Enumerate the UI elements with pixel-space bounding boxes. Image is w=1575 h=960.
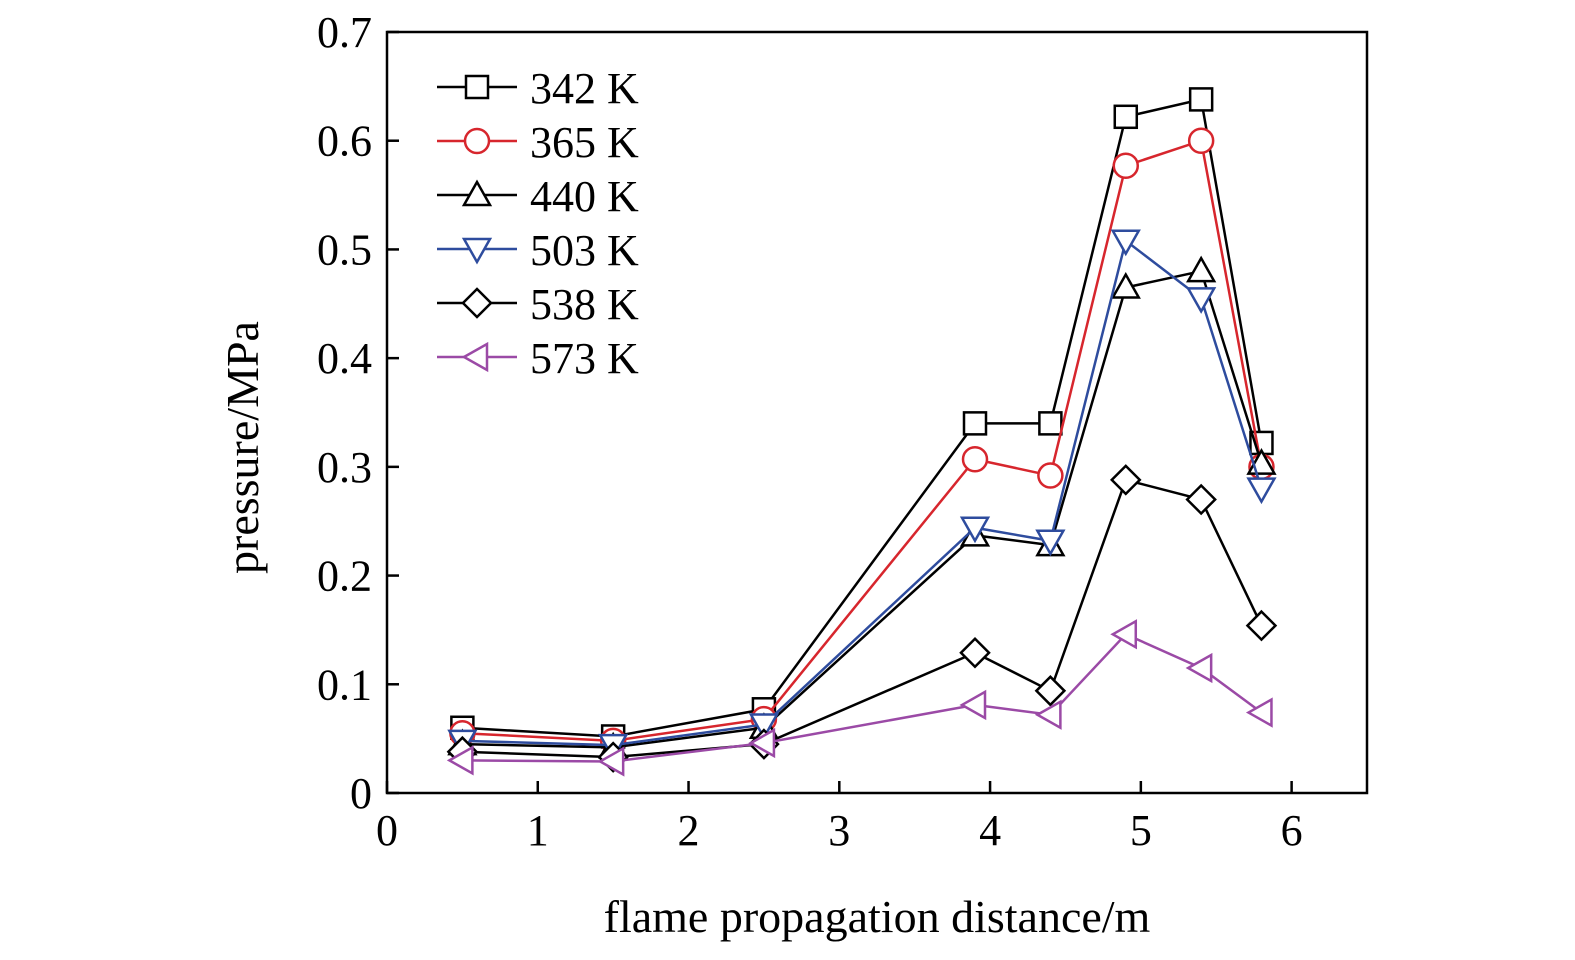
series-1 [449,127,1275,755]
x-tick-label: 0 [376,806,398,855]
series-line [462,269,1263,749]
plot-area [446,87,1278,777]
legend-marker [464,74,490,100]
data-point [1034,675,1067,707]
x-tick-label: 4 [979,806,1001,855]
series-line [462,632,1263,763]
legend-marker [463,127,491,155]
legend-entry: 538 K [437,280,639,329]
data-point [446,745,474,776]
x-axis-title: flame propagation distance/m [604,891,1151,942]
legend-marker [461,341,489,373]
legend: 342 K 365 K 440 K 503 K 538 K 573 K [437,64,639,383]
data-point [1038,411,1063,436]
data-point [1035,529,1066,557]
data-point [1245,609,1278,642]
data-point [1113,104,1139,130]
y-tick-label: 0.7 [317,8,372,57]
x-tick-label: 2 [678,806,700,855]
data-point [1186,255,1217,283]
data-point [1037,462,1064,489]
data-point [961,445,989,473]
series-line [462,97,1263,738]
series-5 [446,619,1273,777]
x-tick-label: 1 [527,806,549,855]
data-point [748,727,776,759]
legend-label: 365 K [530,118,639,167]
legend-entry: 573 K [437,334,639,383]
x-tick-label: 5 [1130,806,1152,855]
legend-label: 342 K [530,64,639,113]
legend-entry: 342 K [437,64,639,113]
data-point [1185,652,1213,684]
data-point [1110,464,1142,496]
y-axis-title: pressure/MPa [217,321,268,574]
legend-label: 440 K [530,172,639,221]
plot-frame [385,30,1369,795]
data-point [1110,271,1141,299]
legend-entry: 365 K [437,118,639,167]
data-point [748,713,780,741]
x-tick-label: 3 [828,806,850,855]
legend-label: 503 K [530,226,639,275]
data-point [1187,127,1215,154]
data-point [959,516,991,544]
data-point [1188,87,1214,112]
legend-label: 573 K [530,334,639,383]
legend-marker [461,179,493,207]
axes: 0 1 2 3 4 5 6 0 0.1 0.2 0.3 0.4 0.5 0.6 0.7 [317,8,1369,855]
data-point [962,411,988,436]
data-point [1245,697,1273,728]
y-tick-label: 0.5 [317,225,372,274]
legend-label: 538 K [530,280,639,329]
data-point [1185,483,1217,516]
legend-marker [461,287,493,319]
data-point [597,746,625,777]
data-point [1246,477,1277,505]
y-tick-label: 0.4 [317,334,372,383]
data-point [1110,619,1138,650]
y-tick-label: 0.3 [317,443,372,492]
y-tick-label: 0.2 [317,552,372,601]
data-point [959,689,987,721]
data-point [1034,699,1062,730]
y-tick-label: 0.6 [317,117,372,166]
y-tick-label: 0 [350,769,372,818]
x-tick-label: 6 [1281,806,1303,855]
data-point [959,636,991,669]
series-line [462,478,1263,759]
legend-entry: 503 K [437,226,639,275]
legend-entry: 440 K [437,172,639,221]
data-point [1110,229,1141,257]
y-tick-label: 0.1 [317,660,372,709]
data-point [1112,152,1140,179]
data-point [1186,287,1217,314]
legend-marker [461,237,493,265]
